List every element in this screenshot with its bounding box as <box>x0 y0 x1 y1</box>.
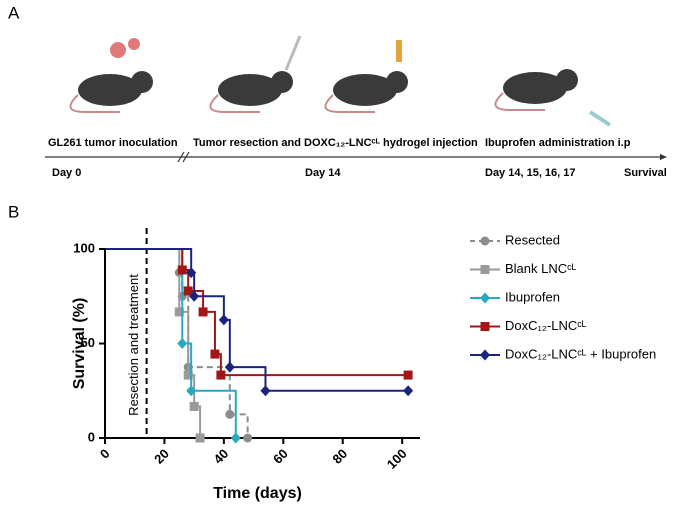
marker <box>243 433 253 443</box>
legend-label: Ibuprofen <box>505 289 560 304</box>
marker <box>186 267 197 279</box>
annotation-label: Resection and treatment <box>126 274 141 416</box>
timeline-arrow <box>660 154 667 160</box>
legend-entry: DoxC₁₂-LNCᶜᴸ <box>470 318 587 333</box>
x-tick-label: 20 <box>151 446 172 467</box>
marker <box>177 265 187 275</box>
y-axis-label: Survival (%) <box>71 298 88 390</box>
marker <box>225 409 235 419</box>
x-tick-label: 80 <box>329 446 350 467</box>
survival-curve <box>105 248 409 377</box>
legend-marker <box>480 265 490 274</box>
timeline-label: Day 14, 15, 16, 17 <box>485 167 576 179</box>
step-label: Tumor resection and DOXC₁₂-LNCᶜᴸ hydroge… <box>193 137 478 149</box>
panel-a: A GL261 tumor inoculation Tumor resectio… <box>8 3 667 179</box>
marker <box>198 307 208 317</box>
x-tick-label: 60 <box>270 446 291 467</box>
marker <box>174 307 184 317</box>
marker <box>403 385 414 397</box>
y-tick-label: 50 <box>81 335 95 350</box>
legend-marker <box>480 349 490 361</box>
marker <box>260 385 271 397</box>
timeline-label: Day 14 <box>305 167 341 179</box>
survival-curve <box>105 248 237 438</box>
legend-label: DoxC₁₂-LNCᶜᴸ <box>505 318 587 333</box>
step-label: GL261 tumor inoculation <box>48 137 178 149</box>
y-tick-label: 100 <box>73 240 95 255</box>
x-tick-label: 0 <box>97 446 113 462</box>
marker <box>183 286 193 296</box>
x-axis-label: Time (days) <box>213 485 302 502</box>
timeline-label: Survival <box>624 167 667 179</box>
mice <box>69 35 612 127</box>
survival-chart: 0 50 100 0 20 40 60 80 100 Survival (%) Time (days… <box>71 228 656 502</box>
step-label: Ibuprofen administration i.p <box>485 137 631 149</box>
marker <box>189 401 199 411</box>
legend-entry: Blank LNCᶜᴸ <box>470 261 577 276</box>
x-tick-label: 100 <box>384 446 410 472</box>
marker <box>210 349 220 359</box>
timeline-break <box>177 151 190 163</box>
y-tick-label: 0 <box>88 429 95 444</box>
legend-marker <box>480 236 490 246</box>
marker <box>183 370 193 380</box>
timeline-label: Day 0 <box>52 167 81 179</box>
survival-curve <box>105 248 409 392</box>
marker <box>218 314 229 326</box>
panel-label: B <box>8 202 19 221</box>
x-tick-label: 40 <box>211 446 232 467</box>
legend-entry: Ibuprofen <box>470 289 560 304</box>
marker <box>189 290 200 302</box>
marker <box>224 361 235 373</box>
marker <box>195 433 205 443</box>
legend-entry: DoxC₁₂-LNCᶜᴸ + Ibuprofen <box>470 346 656 361</box>
marker <box>186 385 197 397</box>
legend-label: Blank LNCᶜᴸ <box>505 261 577 276</box>
marker <box>403 370 413 380</box>
legend-label: Resected <box>505 232 560 247</box>
legend-marker <box>480 292 490 304</box>
marker <box>216 370 226 380</box>
marker <box>177 338 188 349</box>
panel-label: A <box>8 3 20 22</box>
legend-label: DoxC₁₂-LNCᶜᴸ + Ibuprofen <box>505 346 656 361</box>
marker <box>230 432 241 444</box>
legend-marker <box>480 322 490 331</box>
legend-entry: Resected <box>470 232 560 247</box>
